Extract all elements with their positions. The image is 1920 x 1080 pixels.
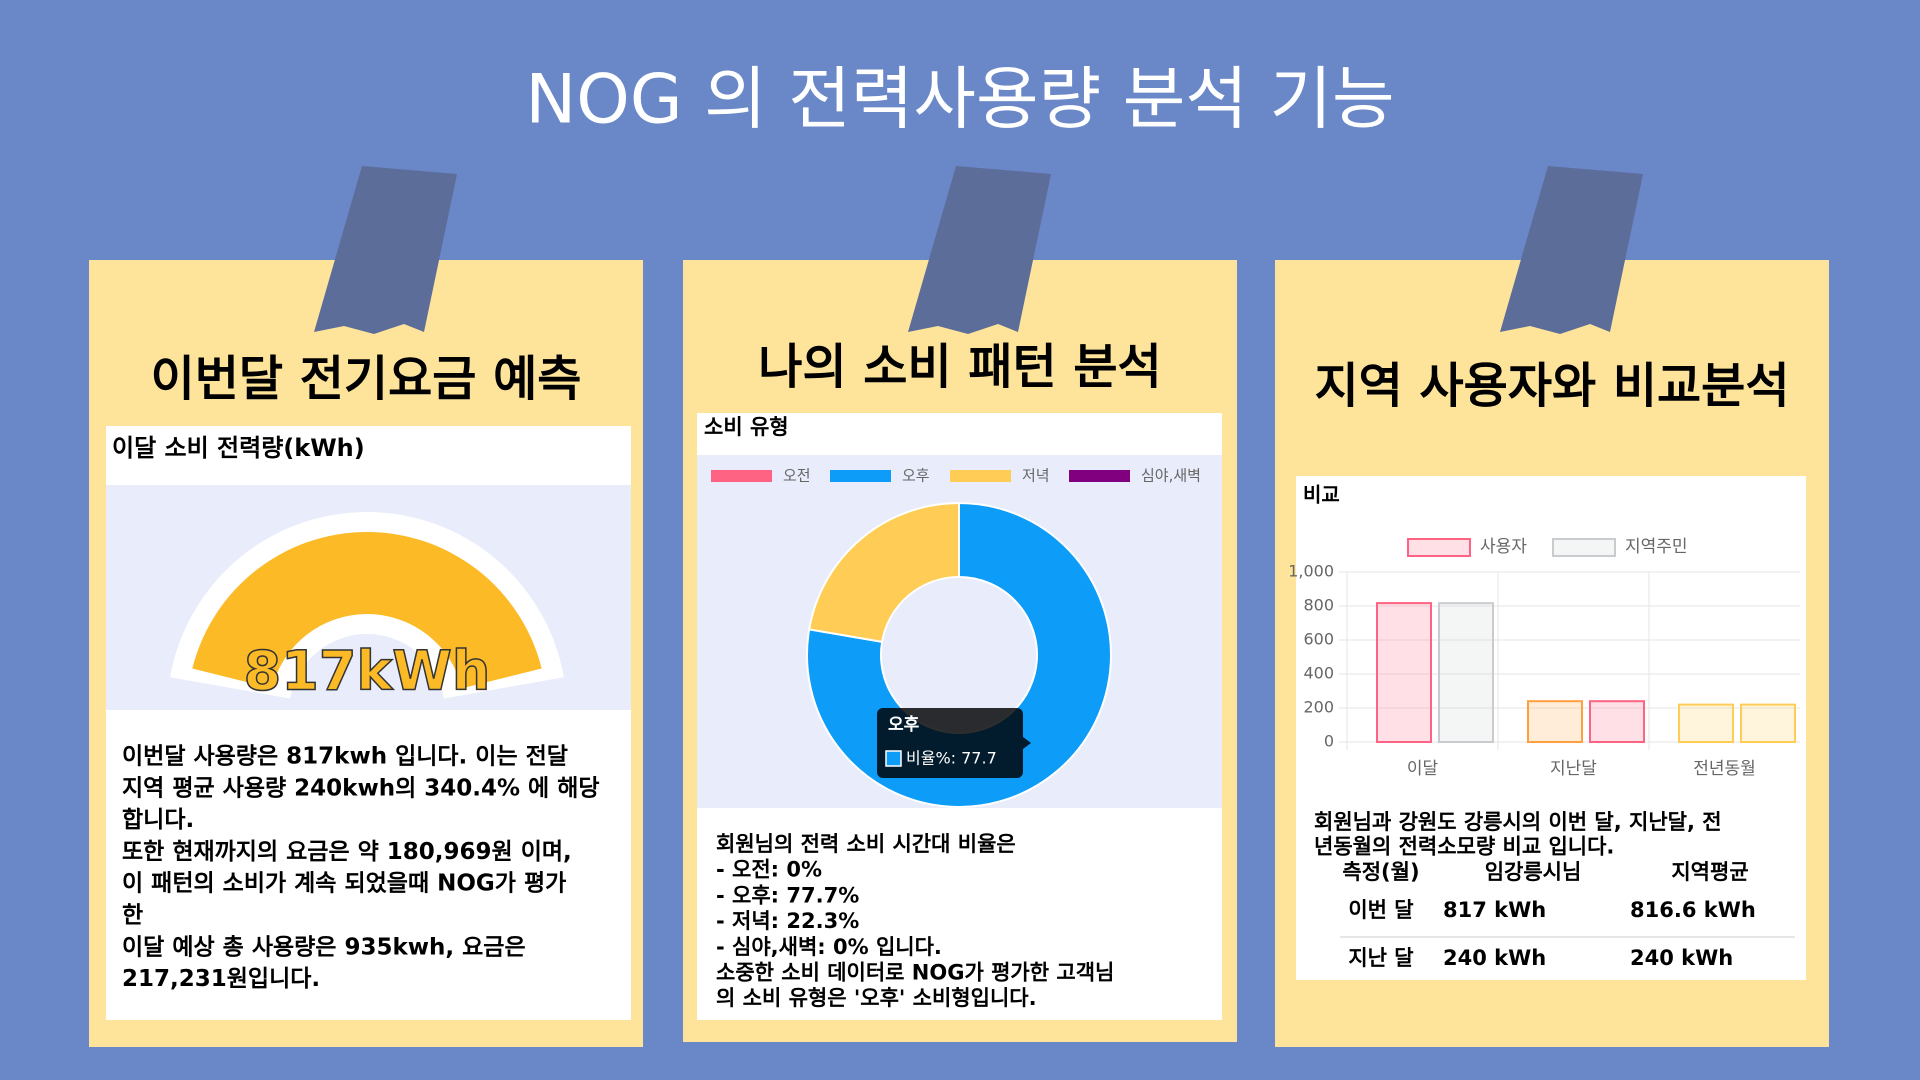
legend-label: 오전 xyxy=(783,467,811,485)
x-tick-label: 지난달 xyxy=(1550,759,1597,779)
legend-swatch xyxy=(1069,470,1130,482)
description-line: - 저녁: 22.3% xyxy=(716,909,859,933)
description-line: 회원님의 전력 소비 시간대 비율은 xyxy=(716,832,1016,856)
bar xyxy=(1678,703,1734,743)
description-line: - 오전: 0% xyxy=(716,858,822,882)
tooltip-body: 비율%: 77.7 xyxy=(906,749,997,768)
tape xyxy=(908,166,1051,334)
tooltip-caret xyxy=(1023,737,1031,749)
legend-swatch xyxy=(830,470,891,482)
tape xyxy=(314,166,457,334)
bar xyxy=(1527,700,1583,744)
description-line: 지역 평균 사용량 240kwh의 340.4% 에 해당 xyxy=(122,775,600,801)
table-cell: 240 kWh xyxy=(1630,946,1733,970)
description-line: 이번달 사용량은 817kwh 입니다. 이는 전달 xyxy=(122,744,568,770)
table-header: 지역평균 xyxy=(1671,860,1748,884)
x-tick-label: 이달 xyxy=(1407,759,1439,779)
gauge-fill xyxy=(192,531,542,689)
y-tick-label: 400 xyxy=(1303,664,1334,683)
legend-swatch xyxy=(711,470,772,482)
page-title: NOG 의 전력사용량 분석 기능 xyxy=(525,61,1394,140)
y-tick-label: 200 xyxy=(1303,698,1334,717)
description-line: 의 소비 유형은 '오후' 소비형입니다. xyxy=(716,986,1037,1010)
y-tick-label: 600 xyxy=(1303,630,1334,649)
description-line: 또한 현재까지의 요금은 약 180,969원 이며, xyxy=(122,839,572,865)
legend-label: 오후 xyxy=(902,467,930,485)
table-cell: 817 kWh xyxy=(1443,898,1546,922)
x-tick-label: 전년동월 xyxy=(1693,759,1756,779)
description-line: 217,231원입니다. xyxy=(122,966,320,992)
legend-swatch xyxy=(1552,538,1616,557)
card-title: 이달 소비 전력량(kWh) xyxy=(112,434,365,462)
description-line: 소중한 소비 데이터로 NOG가 평가한 고객님 xyxy=(716,961,1114,985)
tape xyxy=(1500,166,1643,334)
doughnut-slice xyxy=(808,501,960,643)
description-line: 이 패턴의 소비가 계속 되었을때 NOG가 평가 xyxy=(122,871,566,897)
tooltip-title: 오후 xyxy=(888,714,920,735)
table-cell: 이번 달 xyxy=(1348,898,1413,922)
legend-label: 심야,새벽 xyxy=(1141,467,1201,485)
tooltip xyxy=(877,708,1023,778)
description-line: - 심야,새벽: 0% 입니다. xyxy=(716,935,942,959)
table-cell: 240 kWh xyxy=(1443,946,1546,970)
y-tick-label: 1,000 xyxy=(1288,562,1334,581)
card-title: 비교 xyxy=(1303,483,1340,507)
y-tick-label: 800 xyxy=(1303,596,1334,615)
tooltip-swatch xyxy=(885,750,902,767)
legend-swatch xyxy=(1407,538,1471,557)
table-header: 측정(월) xyxy=(1342,860,1419,884)
description-line: 회원님과 강원도 강릉시의 이번 달, 지난달, 전 xyxy=(1314,810,1722,834)
description-line: 이달 예상 총 사용량은 935kwh, 요금은 xyxy=(122,934,526,960)
card-title: 소비 유형 xyxy=(704,415,789,439)
table-cell: 816.6 kWh xyxy=(1630,898,1756,922)
table-header: 임강릉시님 xyxy=(1485,860,1582,884)
panel-heading: 이번달 전기요금 예측 xyxy=(151,351,582,407)
description-line: 합니다. xyxy=(122,807,194,833)
y-tick-label: 0 xyxy=(1324,732,1334,751)
card xyxy=(1296,476,1806,980)
bar xyxy=(1589,700,1645,744)
panel-heading: 지역 사용자와 비교분석 xyxy=(1314,358,1789,414)
legend-label: 사용자 xyxy=(1480,537,1527,557)
description-line: 년동월의 전력소모량 비교 입니다. xyxy=(1314,835,1614,859)
table-cell: 지난 달 xyxy=(1348,946,1413,970)
panel-heading: 나의 소비 패턴 분석 xyxy=(758,339,1161,395)
legend-label: 저녁 xyxy=(1022,467,1050,485)
bar xyxy=(1740,703,1796,743)
legend-label: 지역주민 xyxy=(1625,537,1688,557)
bar xyxy=(1376,602,1432,743)
bar xyxy=(1438,602,1494,743)
legend-swatch xyxy=(950,470,1011,482)
gauge-label: 817kWh xyxy=(244,640,491,703)
description-line: - 오후: 77.7% xyxy=(716,883,859,907)
description-line: 한 xyxy=(122,903,143,929)
